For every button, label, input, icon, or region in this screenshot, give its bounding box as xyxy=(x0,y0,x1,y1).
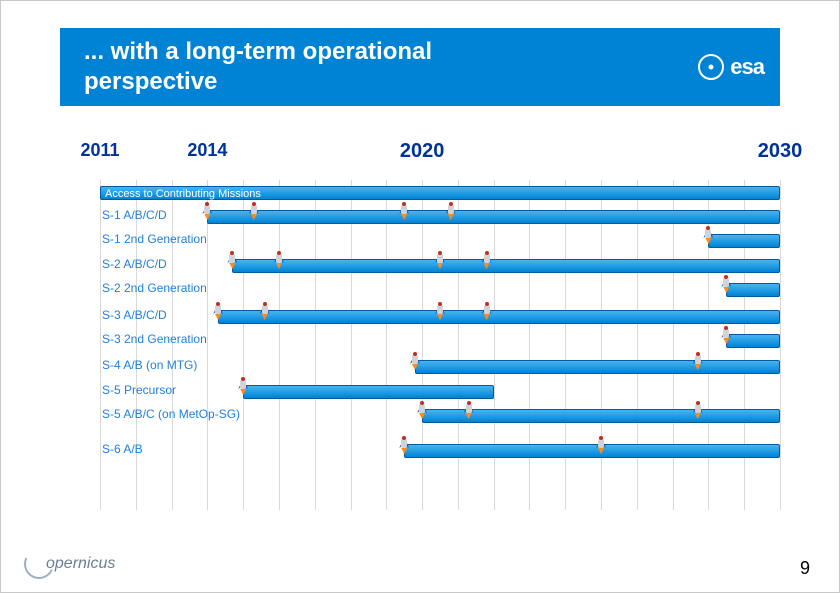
gantt-bar-label-on: Access to Contributing Missions xyxy=(105,187,261,201)
slide-title: ... with a long-term operational perspec… xyxy=(84,37,432,97)
gantt-row-label: S-6 A/B xyxy=(102,442,143,456)
gantt-row: Access to Contributing Missions xyxy=(60,182,780,204)
gantt-row-label: S-5 A/B/C (on MetOp-SG) xyxy=(102,407,240,421)
launch-rocket-icon xyxy=(397,436,411,454)
gantt-row-label: S-5 Precursor xyxy=(102,383,176,397)
launch-rocket-icon xyxy=(444,202,458,220)
launch-rocket-icon xyxy=(415,401,429,419)
gantt-row-label: S-3 A/B/C/D xyxy=(102,308,167,322)
gantt-row: S-3 2nd Generation xyxy=(60,330,780,352)
copernicus-logo: opernicus xyxy=(24,549,115,579)
gantt-row: S-6 A/B xyxy=(60,440,780,462)
copernicus-logo-text: opernicus xyxy=(46,555,115,573)
gantt-row-label: S-4 A/B (on MTG) xyxy=(102,358,197,372)
launch-rocket-icon xyxy=(701,226,715,244)
gantt-bar xyxy=(726,283,780,297)
launch-rocket-icon xyxy=(691,352,705,370)
x-axis-label: 2030 xyxy=(758,140,803,163)
launch-rocket-icon xyxy=(225,251,239,269)
gantt-bar xyxy=(207,210,780,224)
launch-rocket-icon xyxy=(211,302,225,320)
copernicus-logo-arc xyxy=(20,545,58,583)
gantt-row-label: S-2 2nd Generation xyxy=(102,281,207,295)
launch-rocket-icon xyxy=(691,401,705,419)
gantt-row: S-1 A/B/C/D xyxy=(60,206,780,228)
title-line-2: perspective xyxy=(84,67,432,97)
grid-line xyxy=(780,180,781,510)
gantt-row-label: S-1 2nd Generation xyxy=(102,232,207,246)
gantt-bar xyxy=(218,310,780,324)
gantt-row: S-5 Precursor xyxy=(60,381,780,403)
launch-rocket-icon xyxy=(480,302,494,320)
gantt-bar xyxy=(232,259,780,273)
page-number: 9 xyxy=(800,558,810,579)
esa-logo: esa xyxy=(698,54,764,80)
launch-rocket-icon xyxy=(462,401,476,419)
gantt-row: S-5 A/B/C (on MetOp-SG) xyxy=(60,405,780,427)
launch-rocket-icon xyxy=(594,436,608,454)
gantt-row-label: S-1 A/B/C/D xyxy=(102,208,167,222)
slide-header: ... with a long-term operational perspec… xyxy=(60,28,780,106)
gantt-row: S-1 2nd Generation xyxy=(60,230,780,252)
launch-rocket-icon xyxy=(719,326,733,344)
gantt-timeline: 2011201420202030Access to Contributing M… xyxy=(60,140,780,520)
gantt-row: S-2 2nd Generation xyxy=(60,279,780,301)
gantt-bar xyxy=(422,409,780,423)
gantt-bar: Access to Contributing Missions xyxy=(100,186,780,200)
gantt-row-label: S-2 A/B/C/D xyxy=(102,257,167,271)
launch-rocket-icon xyxy=(397,202,411,220)
x-axis-label: 2020 xyxy=(400,140,445,163)
gantt-bar xyxy=(726,334,780,348)
launch-rocket-icon xyxy=(258,302,272,320)
title-line-1: ... with a long-term operational xyxy=(84,37,432,67)
x-axis-label: 2011 xyxy=(80,140,119,161)
esa-logo-icon xyxy=(698,54,724,80)
launch-rocket-icon xyxy=(200,202,214,220)
gantt-row-label: S-3 2nd Generation xyxy=(102,332,207,346)
gantt-row: S-3 A/B/C/D xyxy=(60,306,780,328)
launch-rocket-icon xyxy=(408,352,422,370)
esa-logo-text: esa xyxy=(730,54,764,80)
gantt-bar xyxy=(243,385,494,399)
gantt-row: S-2 A/B/C/D xyxy=(60,255,780,277)
launch-rocket-icon xyxy=(719,275,733,293)
gantt-bar xyxy=(415,360,780,374)
launch-rocket-icon xyxy=(433,251,447,269)
launch-rocket-icon xyxy=(247,202,261,220)
launch-rocket-icon xyxy=(433,302,447,320)
gantt-row: S-4 A/B (on MTG) xyxy=(60,356,780,378)
gantt-bar xyxy=(708,234,780,248)
launch-rocket-icon xyxy=(236,377,250,395)
launch-rocket-icon xyxy=(272,251,286,269)
x-axis-label: 2014 xyxy=(187,140,227,161)
gantt-bar xyxy=(404,444,780,458)
launch-rocket-icon xyxy=(480,251,494,269)
